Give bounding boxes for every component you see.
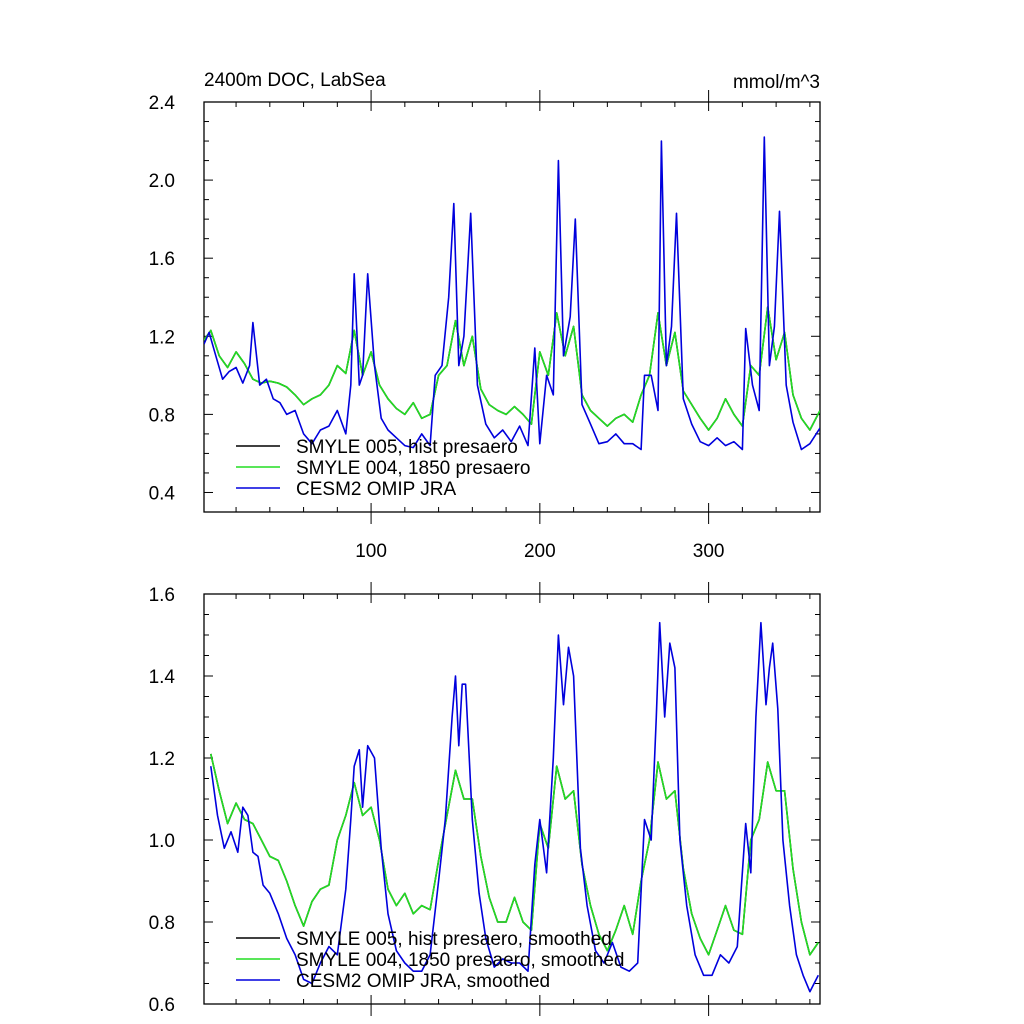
plot-frame <box>203 101 821 513</box>
x-tick-label: 200 <box>524 541 556 562</box>
legend-label: SMYLE 004, 1850 presaero <box>296 458 531 479</box>
series-line-3 <box>210 621 820 993</box>
y-tick-label: 1.0 <box>149 831 175 852</box>
y-tick-label: 2.4 <box>149 93 176 114</box>
y-tick-label: 1.6 <box>149 585 175 606</box>
bottom-panel: 0.6 0.8 1.0 1.2 1.4 1.6 SMYLE 005, hist presae… <box>149 582 821 1016</box>
figure-title-left: 2400m DOC, LabSea <box>204 70 386 91</box>
y-tick-label: 1.6 <box>149 249 175 270</box>
series-line-2 <box>210 753 819 956</box>
series-line-1 <box>204 306 820 431</box>
y-tick-label: 0.8 <box>149 913 175 934</box>
legend-label: CESM2 OMIP JRA, smoothed <box>296 971 550 992</box>
y-tick-label: 1.2 <box>149 749 175 770</box>
top-panel: 0.4 0.8 1.2 1.6 2.0 2.4 100 200 300 SMYLE 005, hi… <box>149 90 821 562</box>
y-tick-label: 1.4 <box>149 667 176 688</box>
y-tick-label: 0.6 <box>149 995 175 1016</box>
y-tick-label: 2.0 <box>149 171 175 192</box>
x-tick-label: 100 <box>355 541 387 562</box>
legend-label: SMYLE 005, hist presaero, smoothed <box>296 929 612 950</box>
y-tick-label: 0.4 <box>149 483 176 504</box>
figure-units-label: mmol/m^3 <box>733 72 820 93</box>
legend-label: SMYLE 004, 1850 presaero, smoothed <box>296 950 624 971</box>
series-line-2 <box>204 306 820 431</box>
y-tick-label: 0.8 <box>149 405 175 426</box>
series-line-3 <box>204 136 820 451</box>
legend-label: SMYLE 005, hist presaero <box>296 437 518 458</box>
series-line-1 <box>210 753 819 956</box>
y-tick-label: 1.2 <box>149 327 175 348</box>
x-tick-label: 300 <box>693 541 725 562</box>
legend-label: CESM2 OMIP JRA <box>296 479 456 500</box>
